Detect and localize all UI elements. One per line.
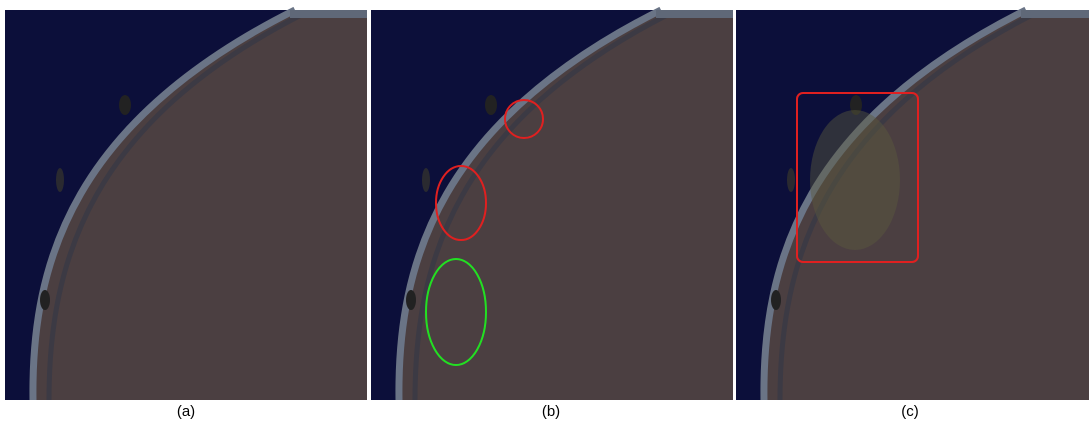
photo-panel xyxy=(371,10,733,400)
figure: (a) (b) (c) xyxy=(0,0,1089,423)
photo-panel xyxy=(5,10,367,400)
panel-caption: (c) xyxy=(901,403,919,420)
photo-panel xyxy=(736,10,1089,400)
figure-canvas: (a) (b) (c) xyxy=(0,0,1089,423)
panel-caption: (a) xyxy=(177,403,195,420)
panel-caption: (b) xyxy=(542,403,560,420)
